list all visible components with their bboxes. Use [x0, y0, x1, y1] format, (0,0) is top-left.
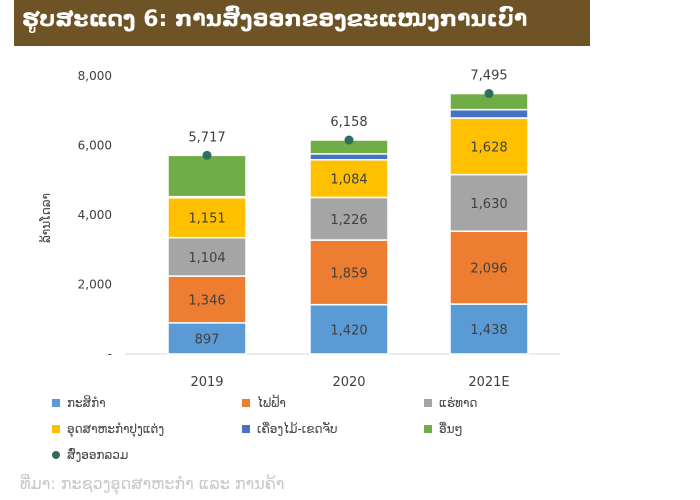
legend-swatch: [242, 425, 250, 433]
legend-label: ອື່ນໆ: [439, 422, 463, 436]
legend-item: ກະສິກຳ: [52, 396, 106, 410]
y-tick-label: 2,000: [78, 278, 112, 292]
total-value-label: 6,158: [330, 115, 367, 130]
bar-value-label: 897: [195, 332, 220, 347]
footer-source-text: ທີ່ມາ: ກະຊວງອຸດສາຫະກຳ ແລະ ການຄ້າ: [20, 474, 285, 493]
bar-segment: [309, 239, 389, 306]
legend-item: ອຸດສາຫະກຳປຸງແຕ່ງ: [52, 422, 164, 436]
bar-segment: [167, 154, 247, 198]
bar-segment: [309, 159, 389, 199]
bar-segment: [309, 303, 389, 355]
x-tick-label: 2020: [332, 375, 365, 390]
bar-value-label: 1,420: [330, 323, 367, 338]
legend-swatch: [242, 399, 250, 407]
x-tick-label: 2019: [190, 375, 223, 390]
chart-title: ຮູບສະແດງ 6: ການສົ່ງອອກຂອງຂະແໜງການເບົາ: [14, 0, 590, 46]
x-tick-label: 2021E: [468, 375, 509, 390]
bar-value-label: 1,859: [330, 266, 367, 281]
bar-value-label: 1,628: [470, 140, 507, 155]
bar-value-label: 1,630: [470, 197, 507, 212]
bar-segment: [167, 236, 247, 277]
legend-label: ເຄື່ອງໄມ້-ເຂດຈັບ: [257, 422, 338, 436]
bar-value-label: 1,346: [188, 293, 225, 308]
y-axis-title: ລ້ານໂດລາ: [38, 193, 53, 243]
legend-swatch: [52, 425, 60, 433]
bar-segment: [449, 303, 529, 355]
y-tick-label: 4,000: [78, 208, 112, 222]
bar-value-label: 2,096: [470, 262, 507, 277]
y-tick-label: -: [108, 347, 112, 361]
total-value-label: 7,495: [470, 69, 507, 84]
bar-value-label: 1,084: [330, 173, 367, 188]
legend-label: ສົ່ງອອກລວມ: [67, 448, 129, 462]
legend-marker-dot: [52, 451, 60, 459]
y-tick-label: 8,000: [78, 69, 112, 83]
bar-value-label: 1,151: [188, 212, 225, 227]
legend-swatch: [424, 425, 432, 433]
legend-item: ແຮ່ທາດ: [424, 396, 477, 410]
bar-segment: [167, 196, 247, 239]
legend-item: ອື່ນໆ: [424, 422, 463, 436]
legend-label: ແຮ່ທາດ: [439, 396, 478, 410]
legend-swatch: [52, 399, 60, 407]
bar-value-label: 1,104: [188, 251, 225, 266]
y-tick-label: 6,000: [78, 139, 112, 153]
total-marker: [202, 150, 212, 160]
bar-segment: [449, 108, 529, 119]
axis-layer: - 2,000 4,000 6,000 8,000 ລ້ານໂດລາ 2019 2020 202…: [38, 69, 560, 390]
legend-label: ໄຟຟ້າ: [257, 396, 286, 410]
legend-swatch: [424, 399, 432, 407]
stacked-bar-chart: - 2,000 4,000 6,000 8,000 ລ້ານໂດລາ 2019 2020 202…: [38, 69, 560, 390]
bars-layer: [167, 92, 529, 355]
total-marker: [484, 89, 494, 99]
labels-layer: 897 1,346 1,104 1,151 5,717 1,420 1,859 1,226 1,…: [188, 69, 507, 348]
legend-label: ອຸດສາຫະກຳປຸງແຕ່ງ: [67, 422, 165, 436]
legend-item: ເຄື່ອງໄມ້-ເຂດຈັບ: [242, 422, 338, 436]
total-marker: [344, 135, 354, 145]
legend-label: ກະສິກຳ: [67, 396, 106, 410]
legend-item: ໄຟຟ້າ: [242, 396, 286, 410]
legend-item: ສົ່ງອອກລວມ: [52, 448, 128, 462]
bar-value-label: 1,226: [330, 213, 367, 228]
bar-segment: [309, 153, 389, 161]
bar-value-label: 1,438: [470, 323, 507, 338]
bar-segment: [167, 322, 247, 355]
total-value-label: 5,717: [188, 130, 225, 145]
